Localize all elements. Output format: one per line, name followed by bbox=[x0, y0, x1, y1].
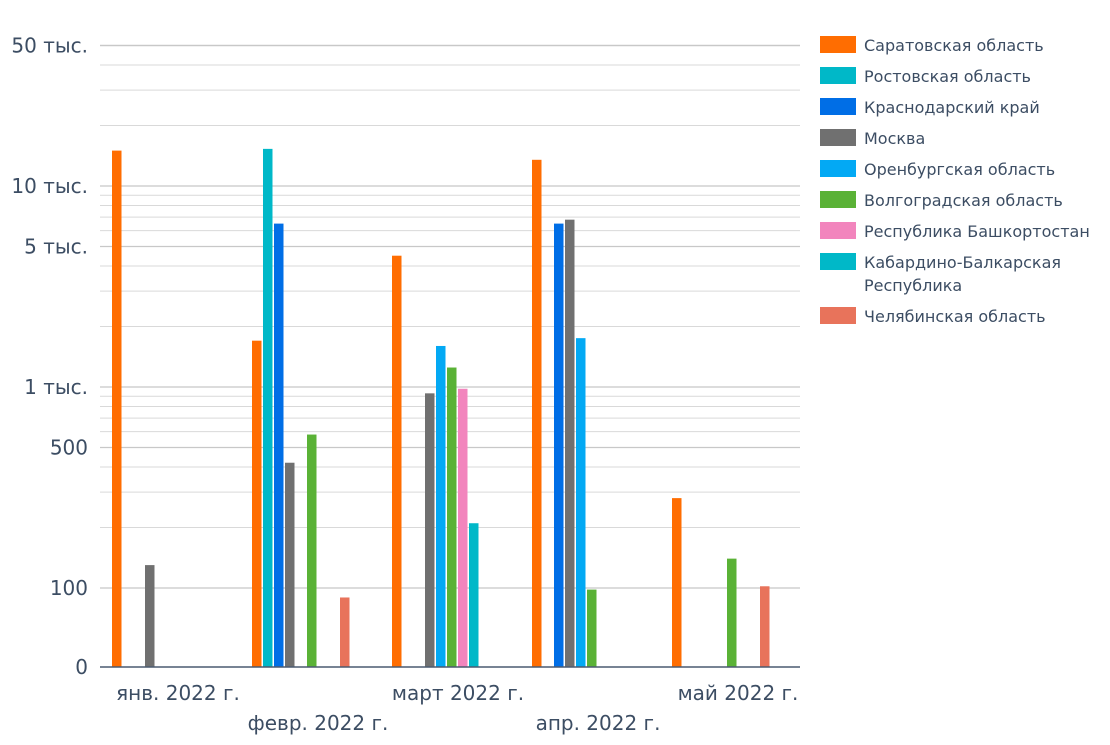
x-tick-label: февр. 2022 г. bbox=[248, 711, 389, 735]
bar bbox=[145, 565, 155, 667]
legend-item: Челябинская область bbox=[820, 305, 1105, 328]
legend-swatch bbox=[820, 307, 856, 324]
x-tick-label: март 2022 г. bbox=[392, 681, 524, 705]
y-tick-label: 100 bbox=[50, 576, 88, 600]
legend-swatch bbox=[820, 67, 856, 84]
bar bbox=[340, 597, 350, 667]
grid-lines bbox=[100, 44, 800, 589]
legend-item: Волгоградская область bbox=[820, 189, 1105, 212]
bar bbox=[469, 523, 479, 667]
legend-label: Москва bbox=[864, 129, 926, 148]
bar bbox=[274, 223, 284, 667]
bar bbox=[112, 150, 122, 667]
bar bbox=[436, 345, 446, 667]
legend-label: Волгоградская область bbox=[864, 191, 1063, 210]
bar bbox=[263, 148, 273, 668]
legend-swatch bbox=[820, 222, 856, 239]
legend-item: Республика Башкортостан bbox=[820, 220, 1105, 243]
legend-swatch bbox=[820, 129, 856, 146]
y-tick-labels: 0 100 500 1 тыс. 5 тыс. 10 тыс. 50 тыс. bbox=[11, 34, 88, 679]
bar bbox=[727, 558, 737, 667]
legend-label: Саратовская область bbox=[864, 36, 1044, 55]
y-tick-label: 500 bbox=[50, 436, 88, 460]
legend-swatch bbox=[820, 98, 856, 115]
bar bbox=[447, 367, 457, 667]
y-tick-label: 0 bbox=[75, 655, 88, 679]
legend-item: Краснодарский край bbox=[820, 96, 1105, 119]
bar bbox=[576, 338, 586, 667]
legend: Саратовская область Ростовская область Кра… bbox=[820, 34, 1105, 336]
bar bbox=[285, 462, 295, 667]
bar bbox=[760, 586, 770, 667]
bar bbox=[587, 589, 597, 667]
bar bbox=[425, 393, 435, 667]
legend-swatch bbox=[820, 160, 856, 177]
legend-item: Оренбургская область bbox=[820, 158, 1105, 181]
bar bbox=[554, 223, 564, 667]
legend-label: Краснодарский край bbox=[864, 98, 1040, 117]
bar bbox=[392, 255, 402, 667]
legend-label: Ростовская область bbox=[864, 67, 1031, 86]
legend-item: Кабардино-Балкарская Республика bbox=[820, 251, 1105, 297]
bars bbox=[112, 148, 770, 668]
y-tick-label: 10 тыс. bbox=[11, 174, 88, 198]
bar bbox=[252, 340, 262, 667]
legend-item: Ростовская область bbox=[820, 65, 1105, 88]
bar bbox=[532, 159, 542, 667]
legend-swatch bbox=[820, 36, 856, 53]
x-tick-label: апр. 2022 г. bbox=[536, 711, 661, 735]
y-tick-label: 5 тыс. bbox=[24, 235, 88, 259]
legend-swatch bbox=[820, 253, 856, 270]
legend-item: Саратовская область bbox=[820, 34, 1105, 57]
y-tick-label: 1 тыс. bbox=[24, 375, 88, 399]
legend-swatch bbox=[820, 191, 856, 208]
legend-label: Челябинская область bbox=[864, 307, 1046, 326]
bar bbox=[458, 388, 468, 667]
legend-item: Москва bbox=[820, 127, 1105, 150]
x-tick-label: май 2022 г. bbox=[678, 681, 799, 705]
x-tick-label: янв. 2022 г. bbox=[116, 681, 240, 705]
x-tick-labels: янв. 2022 г. февр. 2022 г.март 2022 г. апр… bbox=[116, 681, 798, 735]
bar bbox=[307, 434, 317, 667]
legend-label: Оренбургская область bbox=[864, 160, 1056, 179]
bar bbox=[565, 219, 575, 667]
bar bbox=[672, 498, 682, 667]
legend-label: Кабардино-Балкарская Республика bbox=[864, 253, 1061, 295]
y-tick-label: 50 тыс. bbox=[11, 34, 88, 58]
legend-label: Республика Башкортостан bbox=[864, 222, 1090, 241]
